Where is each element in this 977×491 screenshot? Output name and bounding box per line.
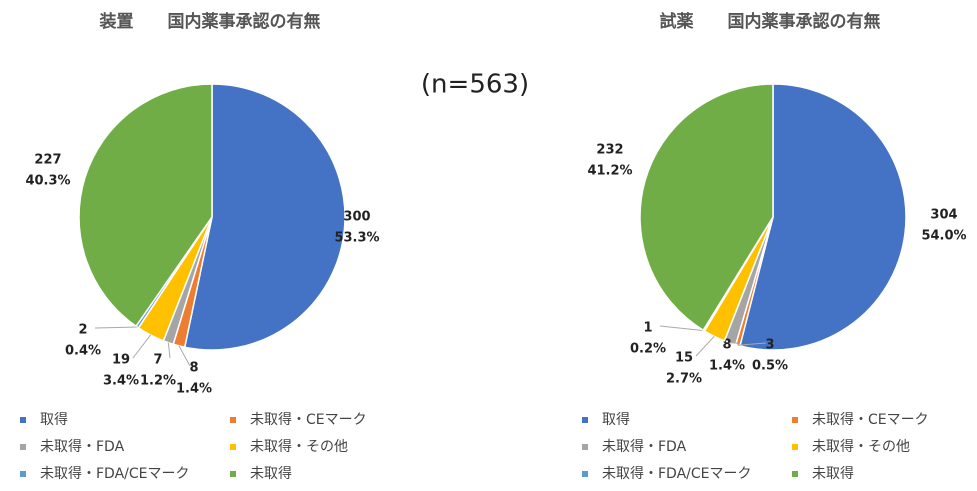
legend-label: 取得: [602, 411, 630, 428]
legend-marker: [20, 471, 26, 477]
percent-label: 41.2%: [587, 164, 632, 179]
value-label: 8: [189, 361, 198, 376]
legend-marker: [582, 444, 588, 450]
value-label: 232: [596, 143, 623, 158]
legend-marker: [230, 444, 236, 450]
legend-label: 未取得・FDA/CEマーク: [40, 465, 190, 482]
legend-marker: [792, 417, 798, 423]
percent-label: 53.3%: [334, 231, 379, 246]
chart-title: 試薬 国内薬事承認の有無: [660, 11, 881, 32]
legend-marker: [792, 444, 798, 450]
value-label: 304: [930, 208, 957, 223]
percent-label: 1.4%: [709, 359, 745, 374]
pie-slice: [639, 83, 774, 332]
legend-label: 未取得: [250, 465, 292, 482]
leader-line: [167, 342, 171, 359]
value-label: 2: [78, 323, 87, 338]
value-label: 8: [722, 338, 731, 353]
legend-label: 未取得・FDA: [602, 438, 687, 455]
leader-line: [178, 345, 191, 367]
annotation: (n=563): [421, 70, 529, 100]
pie-slice: [78, 83, 213, 328]
leader-line: [94, 326, 138, 329]
value-label: 7: [153, 353, 162, 368]
percent-label: 0.2%: [630, 342, 666, 357]
percent-label: 2.7%: [666, 372, 702, 387]
leader-line: [659, 325, 704, 332]
percent-label: 0.4%: [65, 344, 101, 359]
percent-label: 54.0%: [921, 229, 966, 244]
percent-label: 1.2%: [140, 374, 176, 389]
legend-label: 未取得・CEマーク: [250, 411, 367, 428]
legend-marker: [230, 417, 236, 423]
legend-marker: [20, 444, 26, 450]
value-label: 227: [34, 153, 61, 168]
legend-marker: [582, 471, 588, 477]
value-label: 1: [643, 321, 652, 336]
percent-label: 3.4%: [103, 374, 139, 389]
legend-label: 未取得・CEマーク: [812, 411, 929, 428]
leader-line: [132, 334, 151, 359]
legend-marker: [230, 471, 236, 477]
percent-label: 1.4%: [176, 382, 212, 397]
chart-title: 装置 国内薬事承認の有無: [99, 11, 321, 32]
legend-label: 未取得・その他: [812, 438, 910, 455]
pie-slice: [183, 83, 346, 351]
pie-slice: [739, 83, 907, 351]
legend-label: 未取得: [812, 465, 854, 482]
legend-marker: [582, 417, 588, 423]
legend-label: 未取得・その他: [250, 438, 348, 455]
percent-label: 0.5%: [752, 359, 788, 374]
legend-label: 未取得・FDA/CEマーク: [602, 465, 752, 482]
leader-line: [695, 335, 715, 357]
value-label: 300: [343, 210, 370, 225]
legend-label: 未取得・FDA: [40, 438, 125, 455]
legend-marker: [792, 471, 798, 477]
percent-label: 40.3%: [25, 174, 70, 189]
legend-label: 取得: [40, 411, 68, 428]
legend-marker: [20, 417, 26, 423]
leader-line: [737, 342, 767, 346]
value-label: 19: [112, 353, 130, 368]
value-label: 3: [765, 338, 774, 353]
value-label: 15: [675, 351, 693, 366]
